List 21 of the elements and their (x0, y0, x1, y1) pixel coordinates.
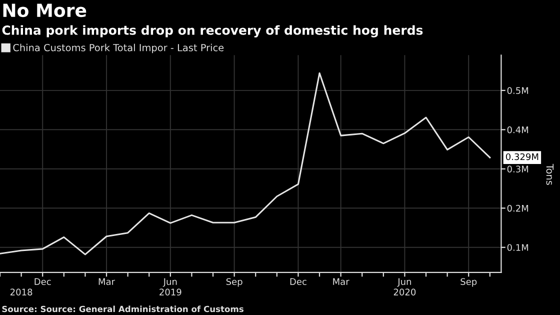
y-axis-title: Tons (546, 164, 554, 185)
legend-label: China Customs Pork Total Impor - Last Price (13, 44, 224, 54)
x-tick-label: Dec (290, 278, 306, 286)
y-tick-label: 0.5M (507, 87, 528, 94)
line-series (0, 72, 491, 256)
x-tick-label: Mar (333, 278, 350, 286)
x-tick-label: Dec (34, 278, 51, 286)
y-tick-label: 0.1M (507, 244, 528, 251)
x-tick-label: Jun 2019 (160, 278, 182, 296)
x-tick-label: Sep (460, 278, 477, 287)
data-label: 0.329M (506, 153, 538, 160)
y-tick-label: 0.2M (507, 204, 528, 212)
y-tick-label: 0.3M (507, 166, 528, 172)
x-tick-label: Mar (98, 278, 116, 286)
x-tick-label: Sep (226, 278, 242, 287)
source-note: Source: Source: General Administration of Customs (2, 306, 244, 312)
chart-title: No More (3, 4, 86, 18)
y-tick-label: 0.4M (507, 126, 528, 134)
x-tick-label: 2018 (10, 288, 32, 296)
chart-subtitle: China pork imports drop on recovery of domestic hog herds (2, 25, 423, 38)
x-tick-label: Jun 2020 (394, 278, 416, 296)
